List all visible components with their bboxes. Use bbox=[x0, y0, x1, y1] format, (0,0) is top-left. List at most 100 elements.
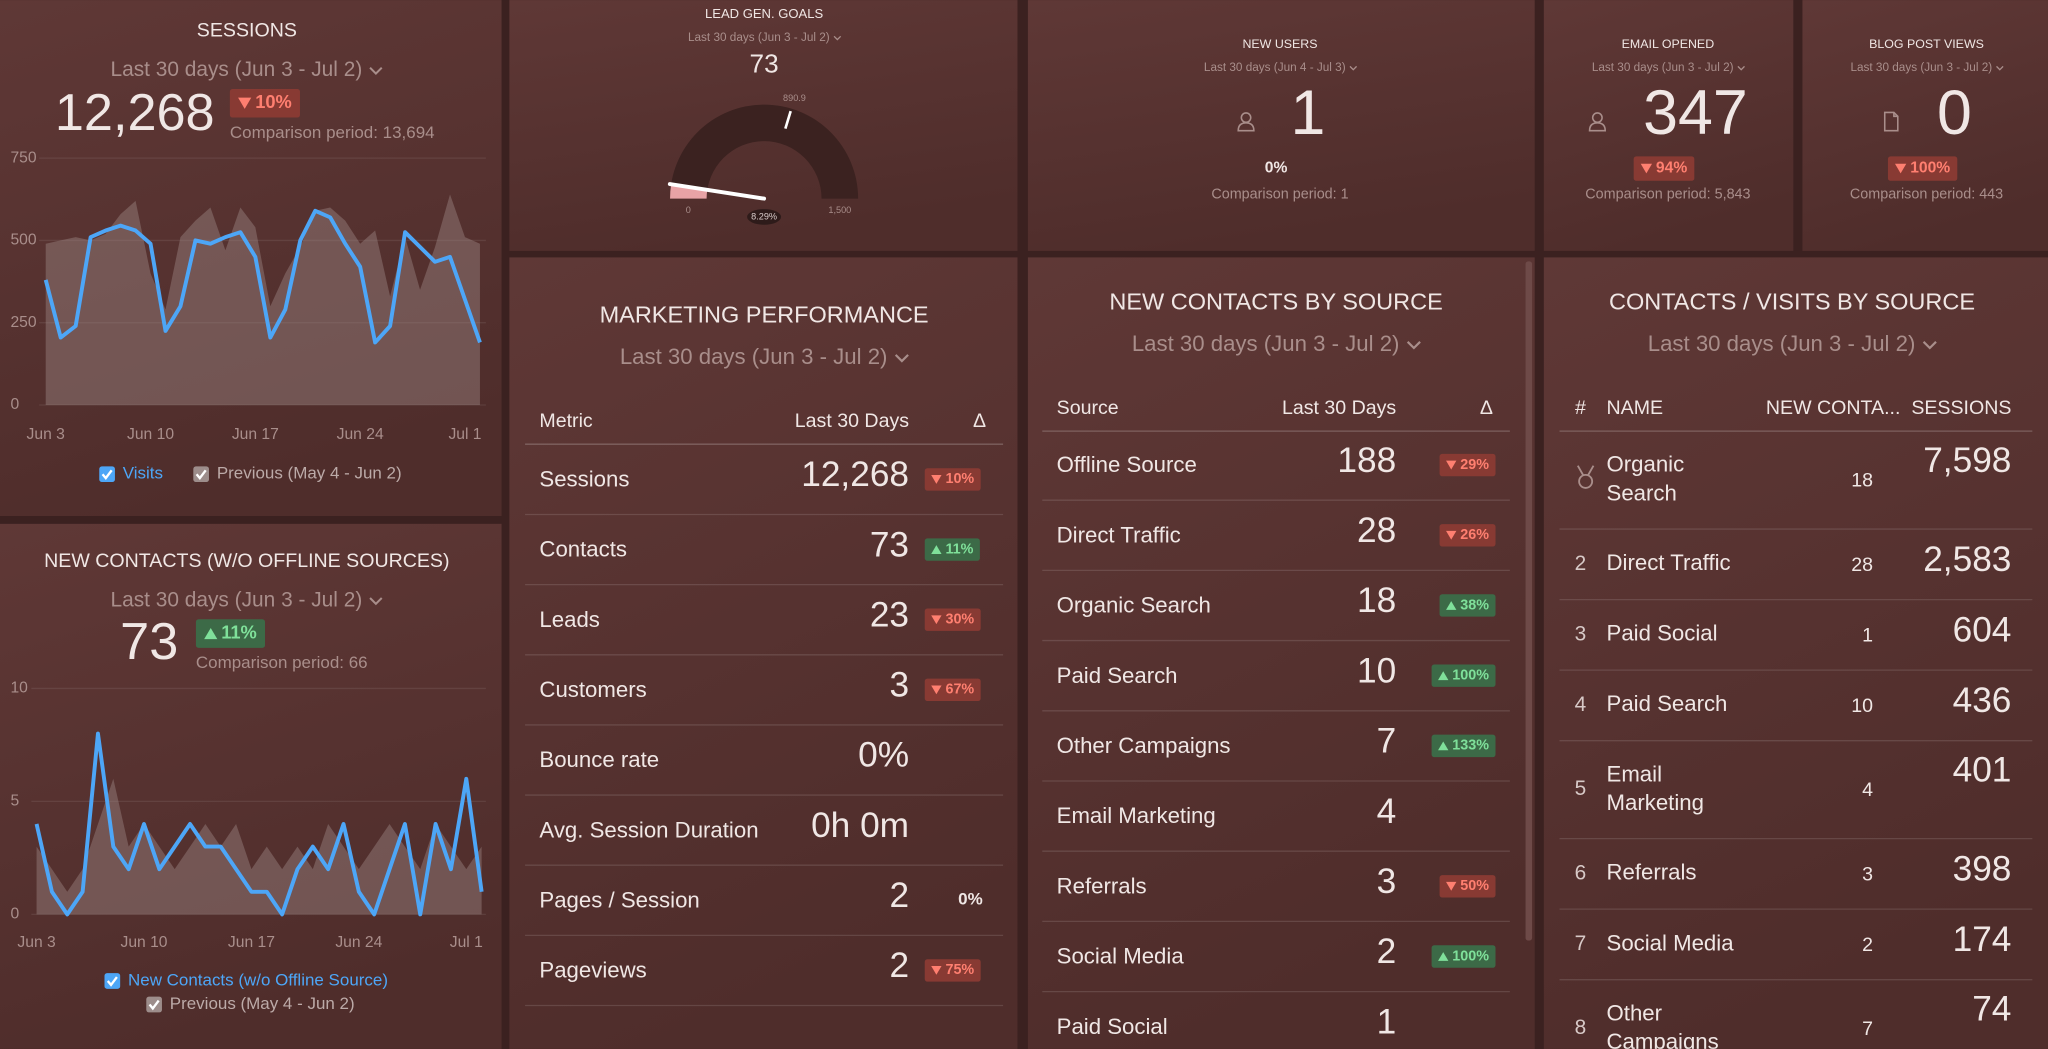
checkmark bbox=[106, 976, 118, 987]
period-selector[interactable]: Last 30 days (Jun 3 - Jul 2) bbox=[620, 344, 888, 369]
row-label: Avg. Session Duration bbox=[539, 817, 758, 842]
y-tick-label: 250 bbox=[10, 314, 36, 331]
scrollbar[interactable] bbox=[1525, 261, 1533, 941]
row-label: Contacts bbox=[539, 537, 627, 562]
change-badge bbox=[924, 959, 981, 982]
comparison-text: Comparison period: 13,694 bbox=[230, 123, 435, 142]
percent-pill bbox=[747, 209, 782, 225]
change-badge-text: 94% bbox=[1656, 160, 1687, 177]
down-arrow bbox=[931, 966, 942, 975]
dropdown-caret bbox=[1349, 65, 1358, 71]
row-label: Paid Social bbox=[1057, 1014, 1168, 1039]
new-contacts-value: 10 bbox=[1851, 695, 1873, 717]
down-arrow bbox=[238, 97, 252, 109]
column-header: Δ bbox=[1480, 397, 1493, 419]
column-header: NAME bbox=[1607, 397, 1664, 419]
down-arrow bbox=[1894, 163, 1907, 174]
legend-checkbox[interactable] bbox=[104, 973, 121, 989]
legend-checkbox[interactable] bbox=[146, 996, 162, 1013]
gauge-track bbox=[670, 104, 859, 199]
row-value: 188 bbox=[1337, 441, 1396, 480]
x-tick-label: Jun 10 bbox=[127, 426, 174, 443]
change-badge bbox=[1439, 875, 1496, 898]
sessions-value: 401 bbox=[1953, 750, 2012, 789]
change-badge-text: 11% bbox=[945, 541, 973, 557]
change-badge-text: 100% bbox=[1452, 948, 1489, 964]
row-value: 18 bbox=[1357, 581, 1396, 620]
headline-value: 1 bbox=[1290, 78, 1325, 148]
x-tick-label: Jun 17 bbox=[232, 426, 279, 443]
y-tick-label: 5 bbox=[10, 793, 19, 810]
row-value: 10 bbox=[1357, 651, 1396, 690]
change-badge bbox=[1439, 594, 1496, 617]
rank: 4 bbox=[1575, 693, 1587, 716]
legend-checkbox[interactable] bbox=[99, 466, 115, 483]
row-label: Other Campaigns bbox=[1607, 1000, 1719, 1049]
change-badge bbox=[924, 608, 981, 631]
column-header: Last 30 Days bbox=[795, 410, 909, 432]
rank: 2 bbox=[1575, 552, 1587, 575]
row-label: Sessions bbox=[539, 467, 629, 492]
change-badge bbox=[1431, 664, 1496, 687]
change-badge bbox=[195, 619, 266, 648]
period-selector[interactable]: Last 30 days (Jun 3 - Jul 2) bbox=[1592, 61, 1734, 74]
row-value: 12,268 bbox=[801, 455, 909, 494]
change-value: 0% bbox=[958, 890, 983, 909]
panel bbox=[1027, 0, 1535, 251]
change-badge bbox=[1439, 524, 1496, 547]
legend-label[interactable]: New Contacts (w/o Offline Source) bbox=[128, 970, 388, 989]
percent-label: 8.29% bbox=[751, 211, 777, 221]
down-arrow bbox=[1446, 460, 1457, 470]
row-value: 2 bbox=[1377, 932, 1397, 971]
dropdown-caret bbox=[1737, 65, 1745, 71]
rank: 8 bbox=[1575, 1016, 1587, 1039]
row-label: Direct Traffic bbox=[1607, 550, 1731, 575]
panel bbox=[1027, 257, 1535, 1049]
legend-label[interactable]: Previous (May 4 - Jun 2) bbox=[170, 994, 355, 1013]
legend-label[interactable]: Visits bbox=[123, 464, 163, 483]
panel bbox=[1802, 0, 2048, 251]
change-badge-text: 38% bbox=[1460, 597, 1489, 613]
medal-icon bbox=[1578, 473, 1594, 489]
row-value: 4 bbox=[1377, 792, 1397, 831]
legend-label[interactable]: Previous (May 4 - Jun 2) bbox=[217, 464, 402, 483]
comparison-text: Comparison period: 5,843 bbox=[1585, 187, 1750, 203]
period-selector[interactable]: Last 30 days (Jun 3 - Jul 2) bbox=[1132, 331, 1400, 356]
new-contacts-value: 18 bbox=[1851, 470, 1873, 492]
period-selector[interactable]: Last 30 days (Jun 4 - Jul 3) bbox=[1204, 61, 1346, 74]
gauge-fill bbox=[670, 184, 708, 199]
x-tick-label: Jun 24 bbox=[335, 934, 382, 951]
column-header: NEW CONTA... bbox=[1766, 397, 1901, 419]
user-icon bbox=[1588, 122, 1607, 132]
comparison-text: Comparison period: 1 bbox=[1211, 187, 1348, 203]
row-value: 23 bbox=[870, 595, 909, 634]
change-badge-text: 100% bbox=[1452, 667, 1489, 683]
content: SESSIONS Last 30 days (Jun 3 - Jul 2) 12,2… bbox=[10, 6, 2033, 1049]
down-arrow bbox=[1640, 163, 1653, 174]
period-selector[interactable]: Last 30 days (Jun 3 - Jul 2) bbox=[1850, 61, 1992, 74]
period-selector[interactable]: Last 30 days (Jun 3 - Jul 2) bbox=[111, 58, 363, 81]
change-badge-text: 29% bbox=[1460, 457, 1489, 473]
checkmark bbox=[195, 469, 207, 481]
x-tick-label: Jun 3 bbox=[27, 426, 66, 443]
period-selector[interactable]: Last 30 days (Jun 3 - Jul 2) bbox=[1648, 331, 1916, 356]
medal-icon bbox=[1577, 465, 1595, 476]
comparison-text: Comparison period: 443 bbox=[1850, 187, 2003, 203]
row-label: Email Marketing bbox=[1057, 803, 1216, 828]
rank: 7 bbox=[1575, 932, 1587, 955]
row-label: Direct Traffic bbox=[1057, 522, 1181, 547]
legend-checkbox[interactable] bbox=[193, 466, 209, 483]
change-badge-text: 26% bbox=[1460, 527, 1489, 543]
period-selector[interactable]: Last 30 days (Jun 3 - Jul 2) bbox=[111, 588, 363, 611]
column-header: # bbox=[1575, 397, 1586, 419]
period-selector[interactable]: Last 30 days (Jun 3 - Jul 2) bbox=[688, 31, 830, 44]
new-contacts-value: 2 bbox=[1862, 934, 1873, 956]
gauge-tick-label: 0 bbox=[686, 205, 691, 215]
x-tick-label: Jun 24 bbox=[337, 426, 384, 443]
change-badge bbox=[1439, 453, 1496, 477]
target-label: 890.9 bbox=[783, 93, 806, 103]
widget-title: CONTACTS / VISITS BY SOURCE bbox=[1609, 288, 1975, 314]
up-arrow bbox=[1438, 741, 1449, 751]
